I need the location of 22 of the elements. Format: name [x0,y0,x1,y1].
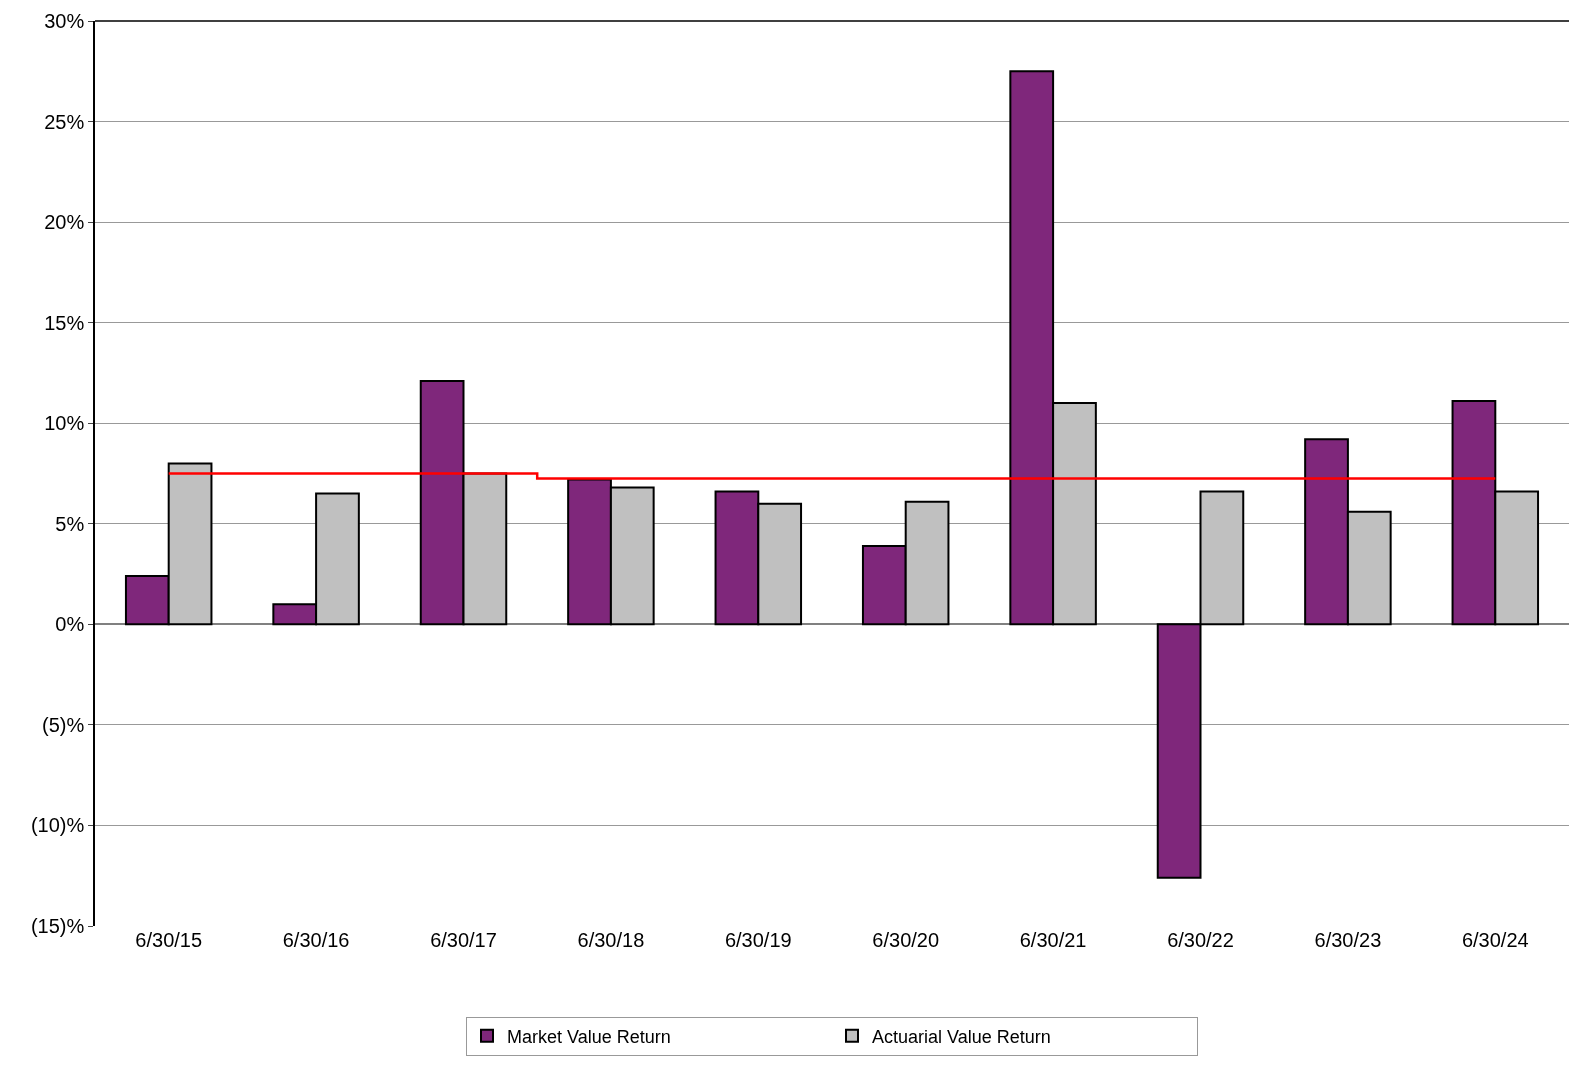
x-tick-label: 6/30/22 [1167,929,1234,951]
y-tick-label: (10)% [30,814,85,837]
legend-label: Actuarial Value Return [872,1026,1051,1047]
x-tick-label: 6/30/18 [577,929,645,951]
y-tick-label: 30% [44,10,85,32]
x-tick-label: 6/30/16 [282,929,350,951]
legend-label: Market Value Return [507,1026,671,1047]
y-tick-label: 0% [55,613,85,636]
y-tick-label: 25% [44,110,85,133]
y-tick-label: (5)% [42,713,85,736]
x-tick-label: 6/30/19 [724,929,792,951]
y-tick-label: 5% [55,512,85,535]
y-tick-label: 20% [44,211,85,234]
y-tick-label: (15)% [30,915,85,937]
x-tick-label: 6/30/20 [872,929,940,951]
x-tick-label: 6/30/15 [135,929,203,951]
x-tick-label: 6/30/21 [1019,929,1087,951]
y-tick-label: 15% [44,311,85,334]
x-tick-label: 6/30/24 [1461,929,1529,951]
x-tick-label: 6/30/23 [1314,929,1382,951]
x-tick-label: 6/30/17 [430,929,497,951]
y-tick-label: 10% [44,412,85,435]
